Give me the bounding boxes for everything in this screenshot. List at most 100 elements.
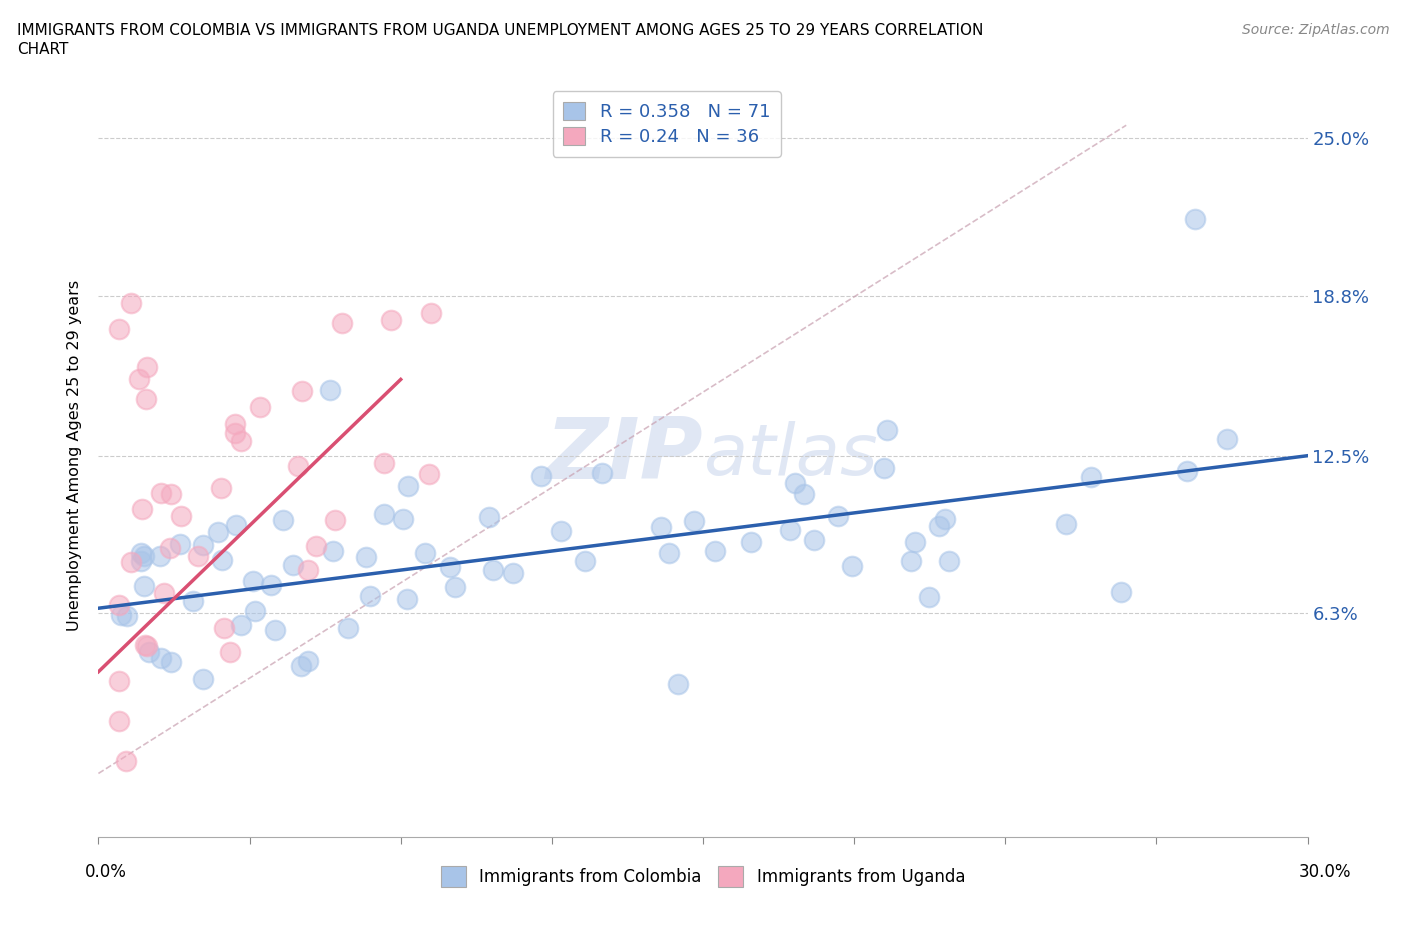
Point	[114, 753, 136, 768]
Point	[666, 676, 689, 691]
Point	[482, 563, 505, 578]
Point	[704, 543, 727, 558]
Point	[245, 604, 267, 618]
Point	[224, 417, 246, 432]
Point	[392, 512, 415, 526]
Point	[115, 609, 138, 624]
Point	[444, 579, 467, 594]
Point	[439, 560, 461, 575]
Point	[249, 400, 271, 415]
Point	[322, 543, 344, 558]
Point	[783, 475, 806, 490]
Point	[918, 590, 941, 604]
Point	[134, 578, 156, 593]
Point	[159, 540, 181, 555]
Point	[683, 513, 706, 528]
Text: 30.0%: 30.0%	[1298, 863, 1351, 881]
Point	[413, 545, 436, 560]
Point	[120, 296, 142, 311]
Point	[150, 651, 173, 666]
Point	[793, 486, 815, 501]
Point	[297, 563, 319, 578]
Point	[900, 553, 922, 568]
Point	[187, 548, 209, 563]
Point	[354, 550, 377, 565]
Point	[107, 713, 129, 728]
Point	[207, 525, 229, 539]
Point	[211, 552, 233, 567]
Point	[1216, 432, 1239, 446]
Point	[169, 536, 191, 551]
Point	[138, 644, 160, 659]
Point	[264, 622, 287, 637]
Point	[242, 574, 264, 589]
Point	[120, 555, 142, 570]
Point	[134, 638, 156, 653]
Point	[650, 520, 672, 535]
Point	[876, 423, 898, 438]
Point	[110, 608, 132, 623]
Point	[170, 509, 193, 524]
Text: IMMIGRANTS FROM COLOMBIA VS IMMIGRANTS FROM UGANDA UNEMPLOYMENT AMONG AGES 25 TO: IMMIGRANTS FROM COLOMBIA VS IMMIGRANTS F…	[17, 23, 983, 38]
Point	[224, 426, 246, 441]
Point	[160, 486, 183, 501]
Point	[134, 549, 156, 564]
Text: atlas: atlas	[703, 421, 877, 490]
Point	[373, 507, 395, 522]
Point	[419, 305, 441, 320]
Point	[229, 433, 252, 448]
Point	[260, 578, 283, 592]
Point	[149, 549, 172, 564]
Point	[1109, 585, 1132, 600]
Point	[827, 509, 849, 524]
Point	[191, 538, 214, 552]
Point	[271, 512, 294, 527]
Point	[107, 321, 129, 336]
Point	[212, 620, 235, 635]
Point	[530, 469, 553, 484]
Point	[283, 557, 305, 572]
Point	[1054, 517, 1077, 532]
Point	[229, 618, 252, 632]
Point	[591, 466, 613, 481]
Point	[550, 523, 572, 538]
Point	[903, 535, 925, 550]
Point	[129, 546, 152, 561]
Point	[841, 558, 863, 573]
Point	[323, 513, 346, 528]
Point	[873, 461, 896, 476]
Text: CHART: CHART	[17, 42, 69, 57]
Point	[337, 620, 360, 635]
Point	[135, 359, 157, 374]
Point	[128, 372, 150, 387]
Point	[359, 589, 381, 604]
Point	[135, 639, 157, 654]
Point	[938, 553, 960, 568]
Point	[287, 458, 309, 473]
Point	[209, 481, 232, 496]
Point	[373, 455, 395, 470]
Point	[574, 553, 596, 568]
Point	[1184, 212, 1206, 227]
Legend: Immigrants from Colombia, Immigrants from Uganda: Immigrants from Colombia, Immigrants fro…	[434, 860, 972, 894]
Point	[803, 533, 825, 548]
Point	[153, 586, 176, 601]
Text: Source: ZipAtlas.com: Source: ZipAtlas.com	[1241, 23, 1389, 37]
Text: ZIP: ZIP	[546, 414, 703, 498]
Point	[478, 510, 501, 525]
Point	[305, 538, 328, 553]
Point	[395, 591, 418, 606]
Point	[502, 565, 524, 580]
Point	[219, 645, 242, 660]
Point	[193, 671, 215, 686]
Point	[225, 517, 247, 532]
Point	[291, 384, 314, 399]
Point	[740, 535, 762, 550]
Point	[934, 512, 956, 526]
Point	[418, 467, 440, 482]
Point	[1175, 463, 1198, 478]
Point	[297, 654, 319, 669]
Point	[380, 312, 402, 327]
Point	[330, 316, 353, 331]
Point	[135, 392, 157, 407]
